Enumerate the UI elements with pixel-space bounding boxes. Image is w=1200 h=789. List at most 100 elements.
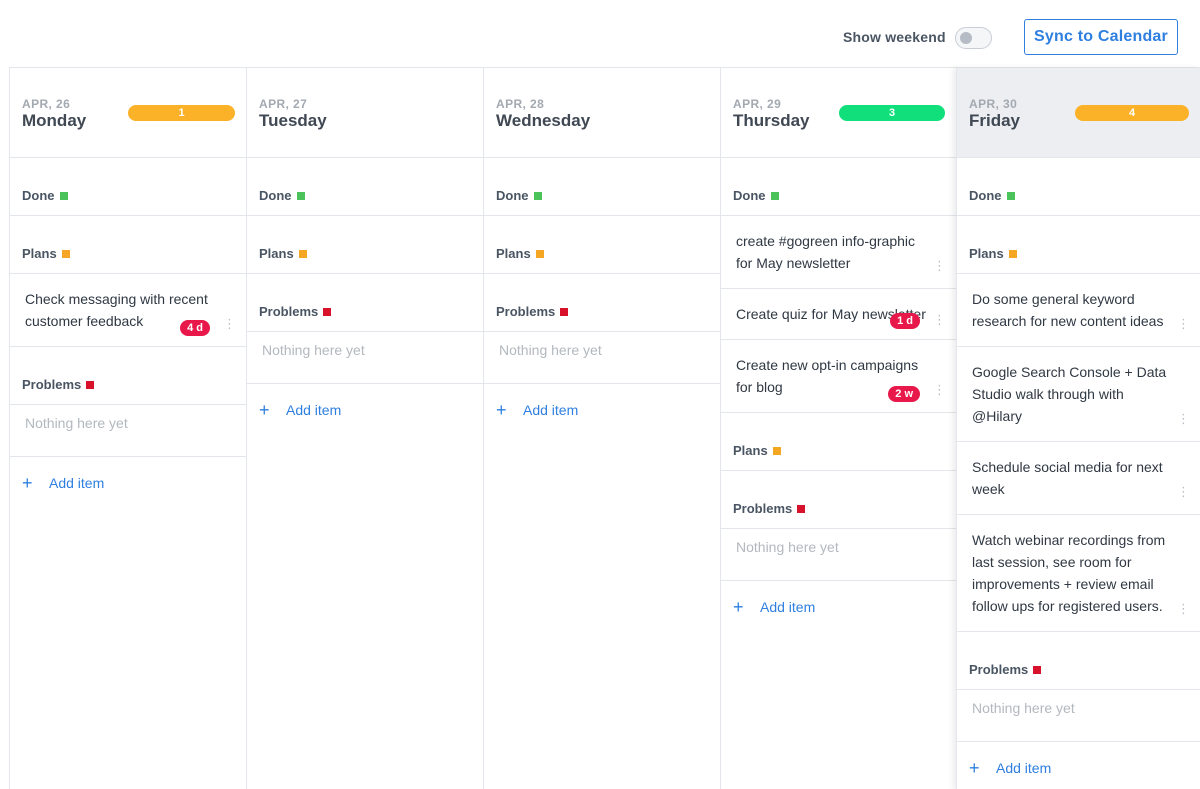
section-done-label: Done — [733, 188, 779, 203]
day-column-friday: APR, 30 Friday 4 Done Plans Do some general k… — [956, 68, 1200, 789]
add-item-label: Add item — [523, 402, 579, 418]
done-color-icon — [59, 191, 68, 200]
task-text: Create quiz for May newsletter — [736, 306, 926, 322]
plus-icon: + — [22, 473, 33, 493]
section-done: Done — [10, 158, 246, 216]
empty-text: Nothing here yet — [499, 342, 602, 358]
section-label-text: Done — [22, 188, 55, 203]
plans-color-icon — [298, 249, 307, 258]
plans-color-icon — [772, 446, 781, 455]
show-weekend-label: Show weekend — [843, 29, 946, 45]
day-column-monday: APR, 26 Monday 1 Done Plans Check messaging w… — [9, 68, 246, 789]
add-item-button[interactable]: + Add item — [721, 581, 956, 633]
section-done: Done — [247, 158, 483, 216]
section-problems-label: Problems — [969, 662, 1042, 677]
section-label-text: Plans — [22, 246, 57, 261]
problems-color-icon — [86, 380, 95, 389]
section-problems: Problems — [247, 274, 483, 332]
add-item-label: Add item — [49, 475, 105, 491]
item-count-pill: 4 — [1075, 105, 1189, 121]
task-card[interactable]: Do some general keyword research for new… — [957, 274, 1200, 347]
section-label-text: Plans — [969, 246, 1004, 261]
section-done-label: Done — [969, 188, 1015, 203]
done-color-icon — [1006, 191, 1015, 200]
empty-text: Nothing here yet — [262, 342, 365, 358]
week-board: APR, 26 Monday 1 Done Plans Check messaging w… — [9, 67, 1200, 789]
section-plans-label: Plans — [496, 246, 544, 261]
show-weekend-toggle[interactable] — [955, 27, 992, 49]
section-done-label: Done — [496, 188, 542, 203]
sync-to-calendar-button[interactable]: Sync to Calendar — [1024, 19, 1178, 55]
section-plans: Plans — [10, 216, 246, 274]
section-plans: Plans — [247, 216, 483, 274]
task-card[interactable]: Create new opt-in campaigns for blog ⋮ 2 w — [721, 340, 956, 413]
empty-state: Nothing here yet — [10, 405, 246, 457]
toggle-knob — [960, 32, 972, 44]
section-problems: Problems — [484, 274, 720, 332]
due-badge: 1 d — [890, 313, 920, 329]
section-label-text: Problems — [259, 304, 319, 319]
more-options-icon[interactable]: ⋮ — [1177, 411, 1190, 426]
plans-color-icon — [61, 249, 70, 258]
task-text: Create new opt-in campaigns for blog — [736, 357, 919, 395]
problems-color-icon — [1033, 665, 1042, 674]
item-count-pill: 1 — [128, 105, 235, 121]
more-options-icon[interactable]: ⋮ — [1177, 601, 1190, 616]
section-plans-label: Plans — [259, 246, 307, 261]
plus-icon: + — [496, 400, 507, 420]
empty-state: Nothing here yet — [247, 332, 483, 384]
add-item-button[interactable]: + Add item — [484, 384, 720, 436]
add-item-button[interactable]: + Add item — [247, 384, 483, 436]
task-card[interactable]: Create quiz for May newsletter ⋮ 1 d — [721, 289, 956, 340]
day-name: Monday — [22, 111, 87, 130]
plus-icon: + — [259, 400, 270, 420]
day-name: Friday — [969, 111, 1021, 130]
day-header: APR, 26 Monday 1 — [10, 68, 246, 158]
day-header: APR, 29 Thursday 3 — [721, 68, 956, 158]
day-column-tuesday: APR, 27 Tuesday Done Plans Problems Nothing h… — [246, 68, 483, 789]
more-options-icon[interactable]: ⋮ — [933, 258, 946, 273]
add-item-label: Add item — [760, 599, 816, 615]
day-date: APR, 28 — [496, 97, 545, 111]
add-item-label: Add item — [996, 760, 1052, 776]
empty-state: Nothing here yet — [721, 529, 956, 581]
task-text: Schedule social media for next week — [972, 459, 1163, 497]
task-text: Watch webinar recordings from last sessi… — [972, 532, 1166, 614]
section-label-text: Problems — [733, 501, 793, 516]
day-name: Tuesday — [259, 111, 327, 130]
day-date: APR, 30 — [969, 97, 1018, 111]
day-name: Wednesday — [496, 111, 591, 130]
more-options-icon[interactable]: ⋮ — [1177, 316, 1190, 331]
section-plans: Plans — [721, 413, 956, 471]
add-item-label: Add item — [286, 402, 342, 418]
add-item-button[interactable]: + Add item — [10, 457, 246, 509]
empty-state: Nothing here yet — [957, 690, 1200, 742]
day-name: Thursday — [733, 111, 810, 130]
more-options-icon[interactable]: ⋮ — [223, 316, 236, 331]
section-problems-label: Problems — [259, 304, 332, 319]
day-column-wednesday: APR, 28 Wednesday Done Plans Problems Nothing… — [483, 68, 720, 789]
toolbar: Show weekend Sync to Calendar — [0, 0, 1200, 68]
section-label-text: Plans — [733, 443, 768, 458]
section-label-text: Done — [969, 188, 1002, 203]
section-plans-label: Plans — [733, 443, 781, 458]
plans-color-icon — [1008, 249, 1017, 258]
section-label-text: Done — [733, 188, 766, 203]
day-date: APR, 26 — [22, 97, 71, 111]
plus-icon: + — [733, 597, 744, 617]
task-card[interactable]: Google Search Console + Data Studio walk… — [957, 347, 1200, 442]
more-options-icon[interactable]: ⋮ — [933, 382, 946, 397]
more-options-icon[interactable]: ⋮ — [933, 312, 946, 327]
task-card[interactable]: create #gogreen info-graphic for May new… — [721, 216, 956, 289]
more-options-icon[interactable]: ⋮ — [1177, 484, 1190, 499]
section-label-text: Done — [496, 188, 529, 203]
section-plans-label: Plans — [22, 246, 70, 261]
task-card[interactable]: Schedule social media for next week ⋮ — [957, 442, 1200, 515]
add-item-button[interactable]: + Add item — [957, 742, 1200, 789]
section-done: Done — [484, 158, 720, 216]
day-header: APR, 27 Tuesday — [247, 68, 483, 158]
task-card[interactable]: Check messaging with recent customer fee… — [10, 274, 246, 347]
task-card[interactable]: Watch webinar recordings from last sessi… — [957, 515, 1200, 632]
day-header: APR, 28 Wednesday — [484, 68, 720, 158]
section-problems-label: Problems — [733, 501, 806, 516]
